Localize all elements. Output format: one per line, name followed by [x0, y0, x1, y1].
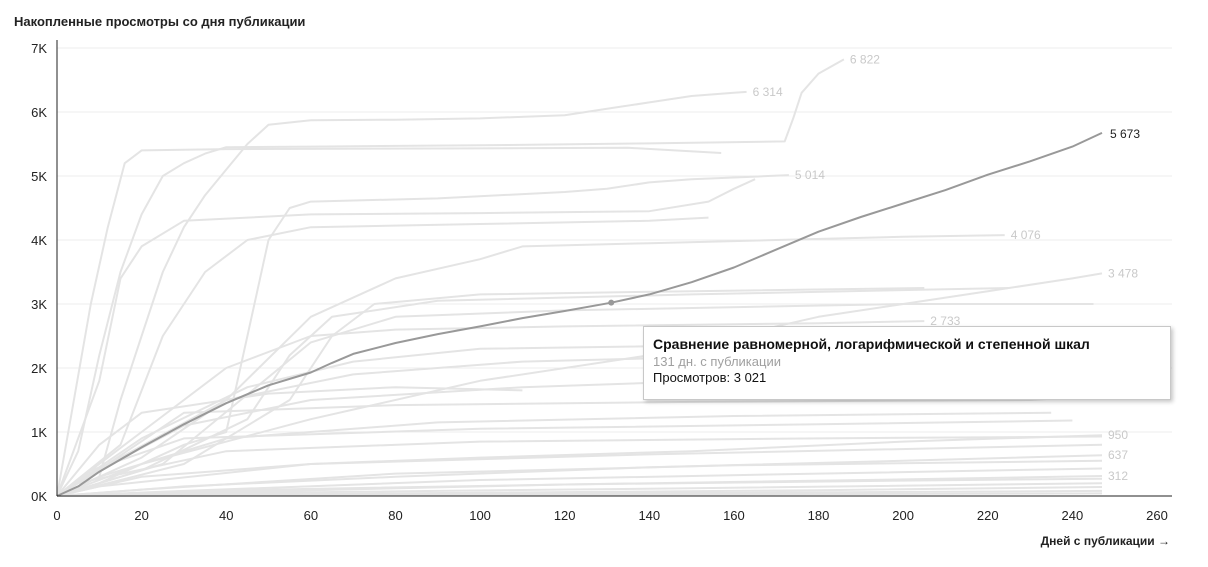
hover-marker	[608, 299, 615, 306]
tooltip-views-value: Просмотров: 3 021	[653, 370, 767, 385]
x-tick-label: 260	[1146, 508, 1168, 523]
background-series-line[interactable]	[56, 320, 925, 497]
y-tick-label: 0K	[31, 489, 47, 504]
y-tick-label: 6K	[31, 105, 47, 120]
tooltip: Сравнение равномерной, логарифмической и…	[643, 326, 1171, 400]
x-tick-label: 240	[1062, 508, 1084, 523]
x-tick-label: 160	[723, 508, 745, 523]
y-tick-label: 2K	[31, 361, 47, 376]
series-end-label: 3 478	[1108, 266, 1138, 280]
background-series-line[interactable]	[56, 459, 1103, 497]
x-tick-label: 120	[554, 508, 576, 523]
tooltip-title: Сравнение равномерной, логарифмической и…	[653, 336, 1090, 352]
background-series-line[interactable]	[56, 234, 1005, 497]
x-tick-label: 140	[638, 508, 660, 523]
background-series-line[interactable]	[56, 146, 722, 497]
end-labels: 6 822 6 314 5 014 4 076 3 478 2 733 950 637 312 5…	[753, 52, 1141, 483]
background-series-line[interactable]	[56, 386, 523, 497]
axes: 0K 1K 2K 3K 4K 5K 6K 7K 0 20 40 60 80 100 120 140 160 180…	[31, 40, 1172, 523]
series-end-label: 637	[1108, 448, 1128, 462]
background-series-line[interactable]	[56, 90, 747, 497]
background-series-line[interactable]	[56, 419, 1073, 497]
y-tick-label: 5K	[31, 169, 47, 184]
series-end-label: 6 314	[753, 85, 783, 99]
background-series-line[interactable]	[56, 174, 789, 497]
y-tick-label: 4K	[31, 233, 47, 248]
x-tick-label: 0	[53, 508, 60, 523]
background-series-line[interactable]	[56, 435, 1103, 497]
series-end-label: 5 014	[795, 168, 825, 182]
x-tick-label: 60	[304, 508, 318, 523]
series-end-label: 2 733	[930, 314, 960, 328]
series-end-label: 6 822	[850, 52, 880, 66]
x-tick-label: 100	[469, 508, 491, 523]
y-tick-label: 7K	[31, 41, 47, 56]
x-tick-label: 200	[892, 508, 914, 523]
x-axis-title: Дней с публикации →	[1041, 534, 1170, 548]
background-series-line[interactable]	[56, 467, 1103, 497]
background-series-line[interactable]	[56, 287, 1009, 497]
highlight-series-end-label: 5 673	[1110, 127, 1140, 141]
background-series-line[interactable]	[56, 443, 1103, 497]
series-end-label: 4 076	[1011, 228, 1041, 242]
highlight-series-group[interactable]	[56, 131, 1103, 497]
highlight-series-line[interactable]	[56, 131, 1103, 497]
series-end-label: 950	[1108, 428, 1128, 442]
chart-title: Накопленные просмотры со дня публикации	[14, 14, 306, 29]
tooltip-days-since-publication: 131 дн. с публикации	[653, 354, 781, 369]
y-tick-label: 1K	[31, 425, 47, 440]
background-series-line[interactable]	[56, 58, 845, 497]
background-series-group	[56, 58, 1103, 497]
background-series-line[interactable]	[56, 178, 756, 497]
series-end-label: 312	[1108, 469, 1128, 483]
x-tick-label: 180	[808, 508, 830, 523]
background-series-line[interactable]	[56, 216, 709, 497]
background-series-line[interactable]	[56, 434, 1103, 497]
y-tick-label: 3K	[31, 297, 47, 312]
x-tick-label: 220	[977, 508, 999, 523]
x-tick-label: 80	[388, 508, 402, 523]
x-tick-label: 20	[134, 508, 148, 523]
x-tick-label: 40	[219, 508, 233, 523]
